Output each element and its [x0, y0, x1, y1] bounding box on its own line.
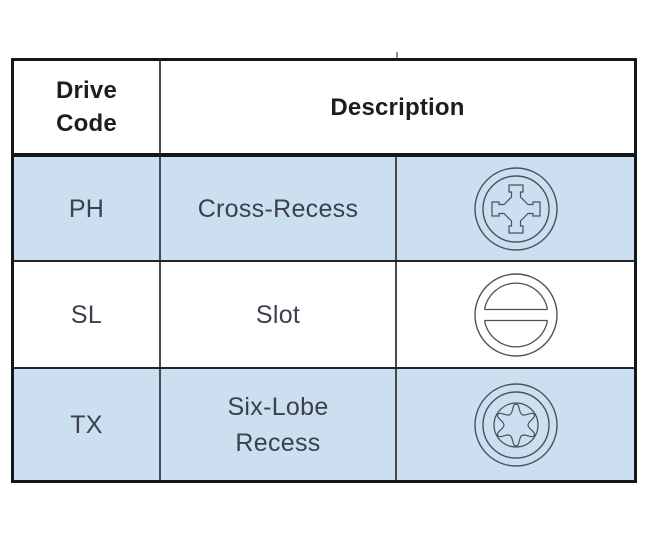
drive-code-cell: PH	[14, 157, 161, 260]
drive-code-table: Drive Code Description PH Cross-Recess	[11, 58, 637, 483]
drive-code-value: PH	[68, 194, 105, 223]
header-cell-description: Description	[161, 61, 634, 153]
description-value: Six-Lobe Recess	[227, 392, 329, 457]
divider-tick	[396, 52, 398, 58]
table-row-sl: SL Slot	[14, 262, 634, 369]
description-cell: Slot	[161, 262, 397, 367]
description-cell: Six-Lobe Recess	[161, 369, 397, 480]
table-header-row: Drive Code Description	[14, 61, 634, 157]
table-row-tx: TX Six-Lobe Recess	[14, 369, 634, 480]
drive-code-value: SL	[70, 300, 103, 329]
drive-icon-cell	[397, 157, 634, 260]
slot-drive-icon	[473, 272, 558, 357]
six-lobe-recess-icon	[473, 382, 558, 467]
header-cell-drive-code: Drive Code	[14, 61, 161, 153]
drive-icon-cell	[397, 262, 634, 367]
phillips-cross-recess-icon	[473, 166, 558, 251]
drive-code-value: TX	[70, 410, 103, 439]
description-header-label: Description	[330, 93, 465, 121]
table-row-ph: PH Cross-Recess	[14, 157, 634, 262]
description-value: Cross-Recess	[197, 194, 359, 223]
drive-code-cell: SL	[14, 262, 161, 367]
drive-code-cell: TX	[14, 369, 161, 480]
drive-code-header-label: Drive Code	[55, 77, 118, 137]
description-cell: Cross-Recess	[161, 157, 397, 260]
drive-icon-cell	[397, 369, 634, 480]
description-value: Slot	[255, 300, 301, 329]
